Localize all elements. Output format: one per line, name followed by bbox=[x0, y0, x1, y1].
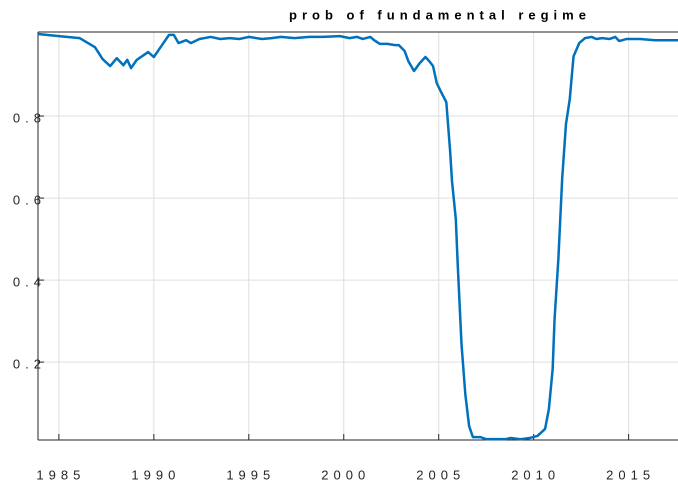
data-line bbox=[37, 32, 678, 441]
x-tick-label: 1990 bbox=[131, 467, 180, 482]
x-tick-label: 1995 bbox=[226, 467, 275, 482]
x-tick-label: 2010 bbox=[511, 467, 560, 482]
x-tick-label: 2005 bbox=[416, 467, 465, 482]
x-tick-label: 1985 bbox=[36, 467, 85, 482]
x-tick-label: 2000 bbox=[321, 467, 370, 482]
x-tick-label: 2015 bbox=[606, 467, 655, 482]
y-tick-label: 0.2 bbox=[13, 357, 46, 372]
chart-title: prob of fundamental regime bbox=[289, 7, 591, 22]
y-tick-label: 0.6 bbox=[13, 193, 46, 208]
y-tick-label: 0.4 bbox=[13, 275, 46, 290]
y-tick-label: 0.8 bbox=[13, 110, 46, 125]
